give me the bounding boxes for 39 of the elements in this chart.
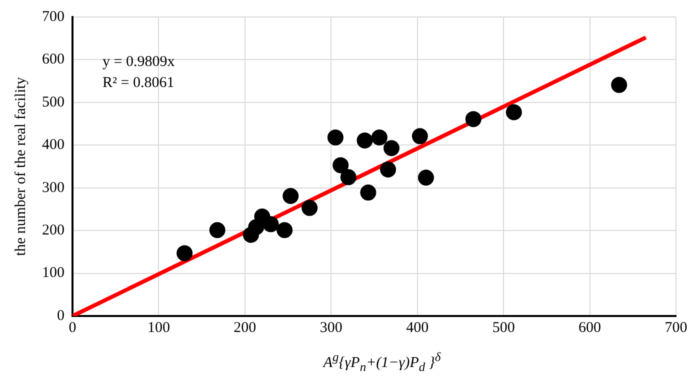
annotation: y = 0.9809x (102, 54, 176, 70)
point (302, 200, 318, 216)
point (276, 222, 293, 238)
point (332, 157, 349, 174)
y-tick-label: 300 (42, 180, 64, 196)
x-tick-label: 500 (492, 320, 515, 336)
point (360, 184, 376, 201)
y-tick-label: 700 (42, 8, 64, 25)
x-tick-label: 0 (68, 320, 76, 336)
y-tick-label: 500 (42, 94, 64, 110)
y-tick-label: 100 (42, 265, 64, 282)
point (327, 129, 344, 146)
point (262, 216, 279, 232)
x-tick-label: 300 (320, 320, 342, 336)
point (209, 222, 226, 238)
point (418, 170, 434, 186)
point (371, 129, 388, 146)
point (340, 169, 356, 186)
point (611, 76, 628, 93)
point (282, 188, 299, 204)
x-tick-label: 100 (147, 320, 170, 336)
point (412, 128, 428, 144)
point (383, 140, 400, 156)
point (506, 104, 522, 120)
x-tick-label: 200 (234, 320, 256, 336)
y-axis-title: the number of the real facility (12, 76, 29, 256)
point (380, 161, 396, 178)
point (465, 111, 482, 128)
x-tick-label: 700 (664, 320, 688, 336)
point (356, 132, 373, 148)
x-tick-label: 600 (578, 320, 602, 336)
annotation: R² = 0.8061 (102, 74, 174, 91)
y-tick-label: 200 (42, 222, 64, 239)
x-tick-label: 400 (406, 320, 429, 336)
y-tick-label: 600 (42, 52, 64, 68)
y-tick-label: 400 (42, 137, 64, 154)
point (176, 245, 193, 262)
x-axis-title: A$^{g}${γP$_{n}$+(1−γ)P$_{d}$ }$^{δ}$ (322, 350, 442, 375)
y-tick-label: 0 (57, 308, 64, 324)
